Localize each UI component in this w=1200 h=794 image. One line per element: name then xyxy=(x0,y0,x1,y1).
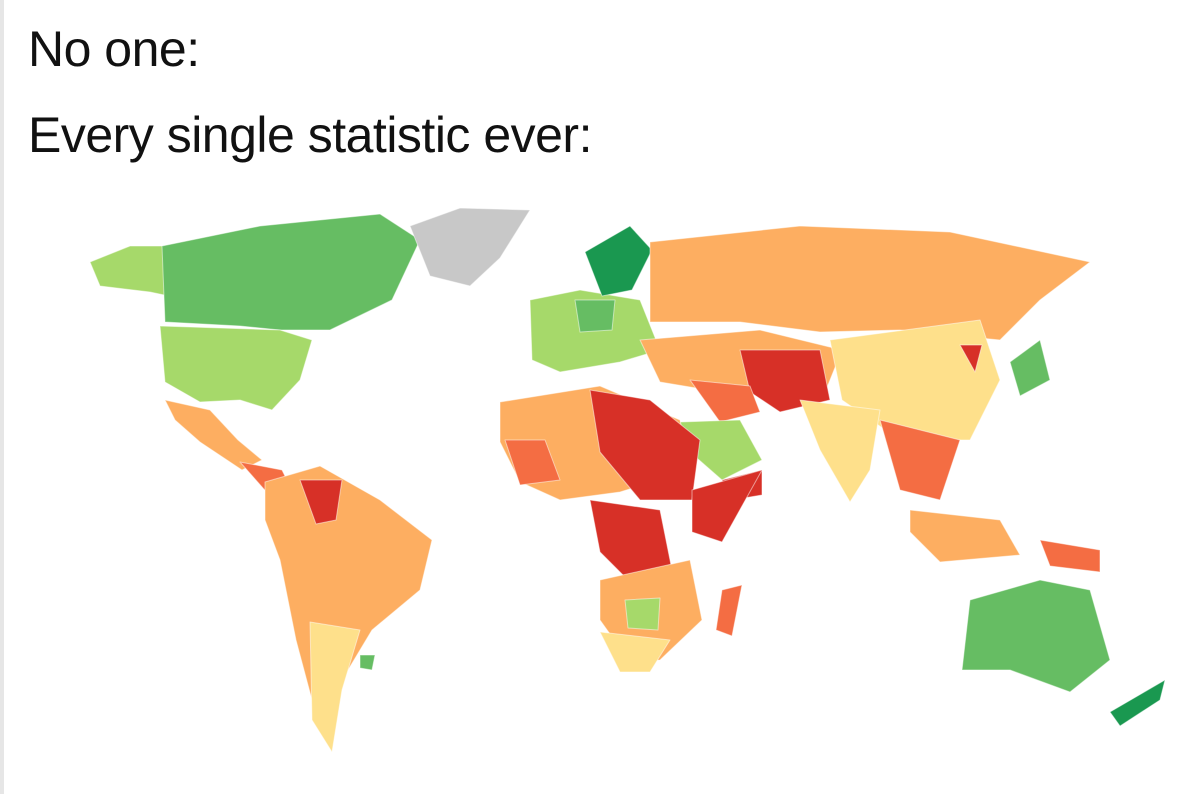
map-region-madagascar xyxy=(715,584,743,637)
world-map xyxy=(89,207,1166,753)
map-region-greenland xyxy=(409,207,531,287)
caption-line-1: No one: xyxy=(28,21,200,77)
map-region-russia xyxy=(649,225,1091,341)
map-region-central-europe xyxy=(574,299,616,333)
map-region-southern-cone xyxy=(309,621,361,753)
map-region-venezuela xyxy=(299,479,343,525)
map-region-middle-east xyxy=(689,379,761,423)
caption-line-2: Every single statistic ever: xyxy=(28,107,592,163)
map-region-indonesia xyxy=(909,509,1021,563)
map-region-north-korea xyxy=(959,344,983,373)
map-region-south-africa xyxy=(599,631,671,673)
map-region-india xyxy=(799,399,881,503)
map-region-south-america xyxy=(264,465,433,701)
map-region-horn-of-africa xyxy=(691,469,763,543)
map-region-zambia xyxy=(624,597,661,631)
map-region-west-africa xyxy=(504,439,561,486)
map-region-scandinavia xyxy=(584,225,653,297)
map-region-japan xyxy=(1009,339,1051,397)
map-region-australia xyxy=(961,579,1111,693)
map-region-usa xyxy=(159,325,313,411)
map-region-southeast-asia xyxy=(879,419,961,501)
map-region-uruguay xyxy=(359,654,376,671)
map-region-papua xyxy=(1039,539,1101,573)
map-region-canada xyxy=(161,213,421,331)
left-edge xyxy=(0,0,4,794)
map-region-mexico xyxy=(164,399,263,471)
map-region-new-zealand xyxy=(1109,679,1166,727)
